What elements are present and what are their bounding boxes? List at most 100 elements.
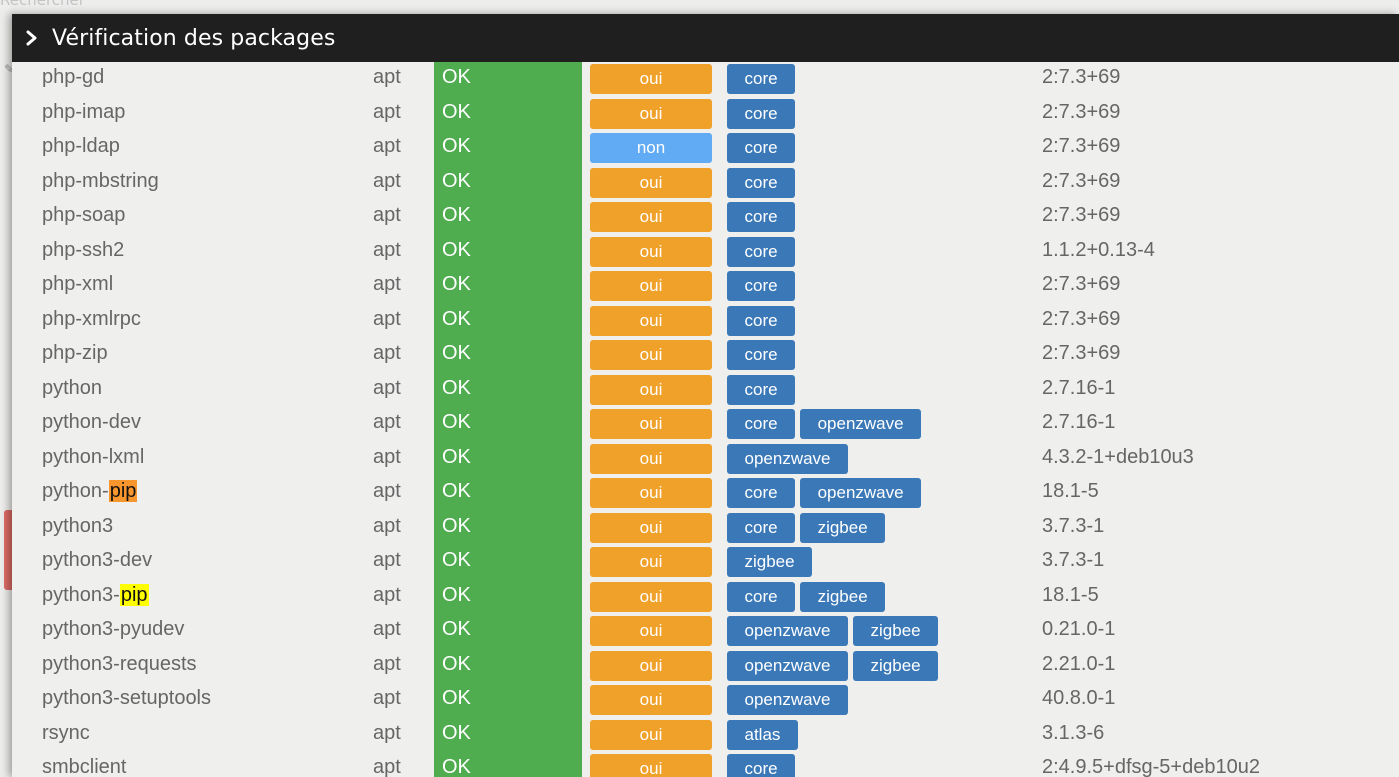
- package-version: 3.7.3-1: [1042, 514, 1105, 537]
- status-label: OK: [442, 514, 471, 537]
- optional-badge: oui: [590, 64, 712, 94]
- package-type: apt: [373, 204, 401, 226]
- status-label: OK: [442, 687, 471, 709]
- plugin-tags: openzwave: [727, 685, 849, 715]
- status-label: OK: [442, 169, 471, 192]
- package-name-text: python3-pyudev: [42, 618, 185, 640]
- table-row: php-xml apt OK oui core 2:7.3+69: [12, 269, 1399, 304]
- package-version: 0.21.0-1: [1042, 618, 1116, 640]
- package-version: 2:7.3+69: [1042, 169, 1121, 192]
- status-cell: OK: [434, 96, 582, 131]
- table-row: python-lxml apt OK oui openzwave 4.3.2-1+deb1…: [12, 441, 1399, 476]
- package-version: 2:7.3+69: [1042, 135, 1121, 157]
- package-type: apt: [373, 445, 401, 468]
- plugin-tag: core: [727, 754, 796, 777]
- panel-title: Vérification des packages: [52, 25, 336, 51]
- package-type: apt: [373, 756, 401, 777]
- table-row: python3-pyudev apt OK oui openzwave zigbee 0.2…: [12, 614, 1399, 649]
- package-name: python: [42, 377, 102, 400]
- background-search-label: Rechercher: [0, 0, 85, 9]
- table-row: rsync apt OK oui atlas 3.1.3-6: [12, 717, 1399, 752]
- table-row: python3-dev apt OK oui zigbee 3.7.3-1: [12, 545, 1399, 580]
- status-label: OK: [442, 411, 471, 433]
- plugin-tag: core: [727, 133, 796, 163]
- package-version: 2:7.3+69: [1042, 307, 1121, 330]
- package-name: python-pip: [42, 480, 138, 503]
- status-label: OK: [442, 307, 471, 330]
- status-label: OK: [442, 652, 471, 675]
- package-name-text: python-lxml: [42, 445, 145, 468]
- plugin-tag: openzwave: [727, 685, 849, 715]
- package-name-text: python3-setuptools: [42, 687, 212, 709]
- package-name: php-gd: [42, 66, 104, 89]
- status-cell: OK: [434, 62, 582, 97]
- package-name: python-lxml: [42, 446, 144, 469]
- status-cell: OK: [434, 614, 582, 649]
- package-version: 4.3.2-1+deb10u3: [1042, 445, 1194, 468]
- plugin-tags: zigbee: [727, 547, 813, 577]
- package-type: apt: [373, 376, 401, 399]
- optional-badge: oui: [590, 374, 712, 405]
- package-type: apt: [373, 169, 401, 192]
- plugin-tag: core: [727, 340, 796, 370]
- package-name-text: python: [42, 376, 103, 399]
- package-name-text: python3-dev: [42, 549, 153, 571]
- plugin-tag: core: [727, 478, 796, 508]
- table-row: python3-requests apt OK oui openzwave zigbee 2…: [12, 648, 1399, 683]
- package-name: rsync: [42, 722, 90, 745]
- status-cell: OK: [434, 303, 582, 338]
- plugin-tag: core: [727, 581, 796, 612]
- status-cell: OK: [434, 510, 582, 545]
- package-name-text: php-imap: [42, 100, 126, 123]
- package-version: 2:4.9.5+dfsg-5+deb10u2: [1042, 756, 1260, 777]
- plugin-tag: openzwave: [727, 616, 849, 646]
- package-name: php-ssh2: [42, 239, 124, 262]
- status-cell: OK: [434, 200, 582, 235]
- status-label: OK: [442, 100, 471, 123]
- package-name-text: php-ssh2: [42, 238, 125, 261]
- package-name: php-ldap: [42, 135, 120, 158]
- table-row: python-pip apt OK oui core openzwave 18.1-5: [12, 476, 1399, 511]
- package-type: apt: [373, 480, 401, 502]
- background-pencil-icon: ✎: [4, 62, 15, 76]
- plugin-tags: openzwave zigbee: [727, 616, 939, 646]
- table-row: php-gd apt OK oui core 2:7.3+69: [12, 62, 1399, 97]
- package-name: php-zip: [42, 342, 108, 365]
- status-cell: OK: [434, 752, 582, 777]
- plugin-tag: atlas: [727, 719, 798, 750]
- plugin-tags: atlas: [727, 719, 798, 750]
- package-name-text: python3-: [42, 583, 120, 606]
- status-label: OK: [442, 445, 471, 468]
- chevron-right-icon[interactable]: [26, 28, 42, 48]
- package-check-panel: Vérification des packages php-gd apt OK oui…: [12, 14, 1399, 777]
- optional-badge: oui: [590, 167, 712, 198]
- plugin-tags: core: [727, 340, 796, 370]
- package-version: 1.1.2+0.13-4: [1042, 238, 1155, 261]
- optional-badge: oui: [590, 443, 712, 474]
- status-cell: OK: [434, 441, 582, 476]
- table-row: python3-pip apt OK oui core zigbee 18.1-5: [12, 579, 1399, 614]
- table-row: python apt OK oui core 2.7.16-1: [12, 372, 1399, 407]
- optional-badge: oui: [590, 547, 712, 577]
- status-label: OK: [442, 549, 471, 571]
- optional-badge: oui: [590, 98, 712, 129]
- package-version: 40.8.0-1: [1042, 687, 1116, 709]
- plugin-tag: zigbee: [800, 512, 886, 543]
- table-row: php-xmlrpc apt OK oui core 2:7.3+69: [12, 303, 1399, 338]
- plugin-tag: openzwave: [727, 443, 849, 474]
- package-type: apt: [373, 549, 401, 571]
- table-row: python3 apt OK oui core zigbee 3.7.3-1: [12, 510, 1399, 545]
- package-version: 2.7.16-1: [1042, 411, 1116, 433]
- optional-badge: non: [590, 133, 712, 163]
- optional-badge: oui: [590, 685, 712, 715]
- package-type: apt: [373, 411, 401, 433]
- plugin-tags: core: [727, 271, 796, 301]
- status-cell: OK: [434, 683, 582, 718]
- package-name-text: php-ldap: [42, 135, 120, 157]
- status-label: OK: [442, 618, 471, 640]
- optional-badge: oui: [590, 581, 712, 612]
- package-type: apt: [373, 135, 401, 157]
- package-name-text: php-mbstring: [42, 169, 159, 192]
- package-version: 2.21.0-1: [1042, 652, 1116, 675]
- panel-header[interactable]: Vérification des packages: [12, 14, 1399, 62]
